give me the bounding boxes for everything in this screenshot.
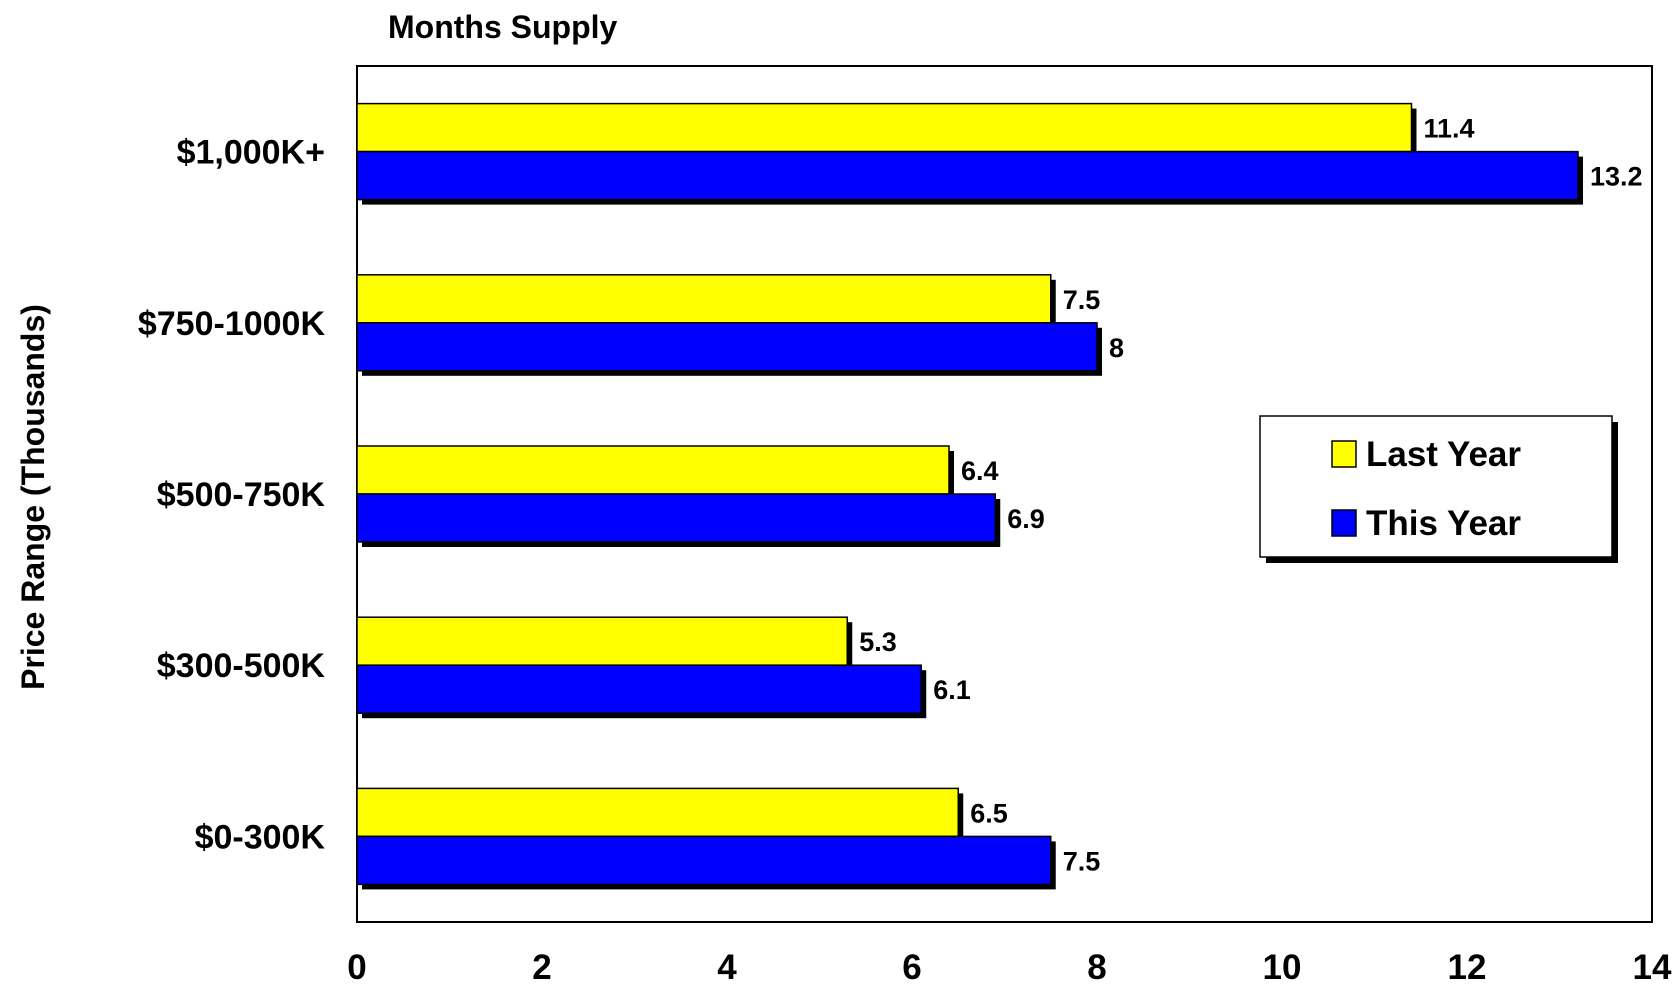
bar-this-year xyxy=(356,150,1579,201)
legend-label: Last Year xyxy=(1366,435,1521,474)
category-label: $500-750K xyxy=(157,476,326,514)
bar-value-label: 7.5 xyxy=(1063,846,1101,876)
x-tick-label: 2 xyxy=(532,948,551,987)
bar-value-label: 8 xyxy=(1109,333,1124,363)
bar-value-label: 6.5 xyxy=(970,798,1008,828)
legend-swatch xyxy=(1331,440,1357,468)
x-tick-label: 8 xyxy=(1087,948,1106,987)
bar-value-label: 6.4 xyxy=(961,456,999,486)
category-label: $750-1000K xyxy=(138,305,326,343)
bar-last-year xyxy=(356,274,1052,324)
category-label: $0-300K xyxy=(195,818,326,856)
bar-this-year xyxy=(356,835,1052,886)
legend-swatch xyxy=(1331,509,1357,537)
bar-last-year xyxy=(356,102,1413,153)
category-label: $300-500K xyxy=(157,647,326,685)
x-tick-label: 10 xyxy=(1263,948,1302,987)
x-tick-label: 0 xyxy=(347,948,366,987)
x-tick-label: 6 xyxy=(902,948,921,987)
bar-value-label: 6.1 xyxy=(933,675,971,705)
x-tick-label: 12 xyxy=(1448,948,1487,987)
x-tick-label: 14 xyxy=(1633,948,1672,987)
bar-last-year xyxy=(356,787,959,838)
category-label: $1,000K+ xyxy=(177,134,325,172)
y-axis-title: Price Range (Thousands) xyxy=(15,304,51,690)
legend-label: This Year xyxy=(1366,504,1521,543)
chart-title: Months Supply xyxy=(388,9,618,45)
bar-value-label: 5.3 xyxy=(859,627,897,657)
x-tick-label: 4 xyxy=(717,948,737,987)
bar-value-label: 7.5 xyxy=(1063,285,1101,315)
legend-box xyxy=(1259,415,1613,558)
bar-value-label: 11.4 xyxy=(1424,114,1475,144)
bar-last-year xyxy=(356,445,950,495)
bar-value-label: 6.9 xyxy=(1007,504,1045,534)
bar-this-year xyxy=(356,664,922,714)
bar-this-year xyxy=(356,322,1098,372)
bar-this-year xyxy=(356,493,996,543)
bar-last-year xyxy=(356,616,848,666)
bar-value-label: 13.2 xyxy=(1590,162,1643,192)
